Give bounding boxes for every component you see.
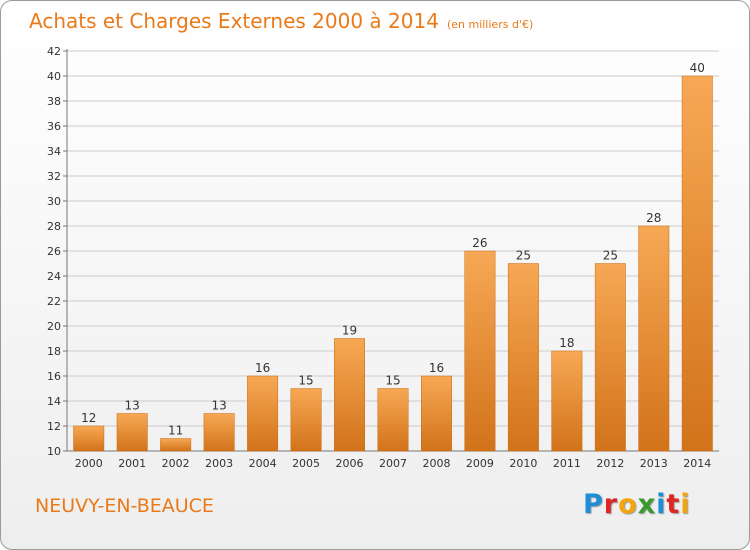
y-tick-label: 12 (47, 420, 61, 433)
y-tick-label: 34 (47, 145, 61, 158)
x-tick-label: 2009 (466, 457, 494, 470)
bar-value-label: 25 (516, 249, 531, 263)
bar-value-label: 40 (690, 61, 705, 75)
bar-value-label: 15 (385, 374, 400, 388)
y-tick-label: 10 (47, 445, 61, 458)
bar-value-label: 12 (81, 411, 96, 425)
bar-2006 (334, 338, 365, 452)
y-tick-label: 28 (47, 220, 61, 233)
bar-2011 (551, 350, 583, 452)
y-tick-label: 20 (47, 320, 61, 333)
chart-subtitle: (en milliers d'€) (446, 18, 534, 31)
y-tick-label: 42 (47, 45, 61, 58)
y-tick-label: 26 (47, 245, 61, 258)
commune-name: NEUVY-EN-BEAUCE (35, 495, 214, 517)
x-tick-label: 2014 (683, 457, 711, 470)
y-tick-label: 40 (47, 70, 61, 83)
bar-2000 (73, 425, 105, 452)
logo-letter: P (583, 489, 604, 520)
bar-2007 (377, 388, 409, 452)
bar-value-label: 19 (342, 324, 357, 338)
logo-letter: i (656, 489, 667, 520)
y-tick-label: 38 (47, 95, 61, 108)
x-tick-label: 2006 (336, 457, 364, 470)
x-tick-label: 2002 (162, 457, 190, 470)
bar-2004 (247, 375, 279, 452)
x-tick-label: 2011 (553, 457, 581, 470)
bars (73, 75, 713, 452)
x-tick-label: 2012 (596, 457, 624, 470)
bar-2008 (421, 375, 452, 452)
bar-2005 (290, 388, 322, 452)
bar-2014 (681, 75, 713, 452)
x-tick-label: 2001 (118, 457, 146, 470)
bar-value-label: 25 (603, 249, 618, 263)
proxiti-logo: Proxiti (583, 489, 691, 520)
y-tick-label: 16 (47, 370, 61, 383)
y-tick-label: 24 (47, 270, 61, 283)
logo-letter: o (618, 489, 638, 520)
y-tick-label: 32 (47, 170, 61, 183)
bar-2002 (160, 438, 192, 452)
bar-value-label: 13 (125, 399, 140, 413)
y-tick-label: 30 (47, 195, 61, 208)
bar-2010 (507, 263, 539, 452)
x-tick-label: 2005 (292, 457, 320, 470)
logo-letter: r (603, 489, 619, 520)
bar-value-label: 28 (646, 211, 661, 225)
logo-letter: t (666, 489, 681, 520)
x-tick-label: 2000 (75, 457, 103, 470)
bar-value-label: 15 (298, 374, 313, 388)
bar-2012 (594, 263, 626, 452)
bar-value-label: 16 (255, 361, 270, 375)
bar-value-label: 26 (472, 236, 487, 250)
logo-letter: x (637, 489, 657, 520)
y-tick-label: 18 (47, 345, 61, 358)
bar-2003 (203, 413, 235, 452)
x-tick-label: 2004 (249, 457, 277, 470)
x-tick-label: 2010 (509, 457, 537, 470)
x-tick-label: 2003 (205, 457, 233, 470)
bar-value-label: 13 (211, 399, 226, 413)
bar-2009 (464, 250, 496, 452)
data-labels: 12 13 11 13 16 15 19 15 16 26 25 18 25 28 40 (81, 61, 705, 438)
y-tick-label: 22 (47, 295, 61, 308)
chart-title-text: Achats et Charges Externes 2000 à 2014 (29, 9, 439, 33)
bar-2013 (638, 225, 670, 452)
logo-letter: i (680, 489, 691, 520)
bar-value-label: 18 (559, 336, 574, 350)
x-tick-label: 2013 (640, 457, 668, 470)
bar-value-label: 16 (429, 361, 444, 375)
chart-title: Achats et Charges Externes 2000 à 2014 (e… (29, 9, 533, 33)
x-tick-label: 2007 (379, 457, 407, 470)
bar-value-label: 11 (168, 424, 183, 438)
bar-2001 (116, 413, 148, 452)
y-tick-label: 36 (47, 120, 61, 133)
y-tick-label: 14 (47, 395, 61, 408)
x-tick-label: 2008 (422, 457, 450, 470)
